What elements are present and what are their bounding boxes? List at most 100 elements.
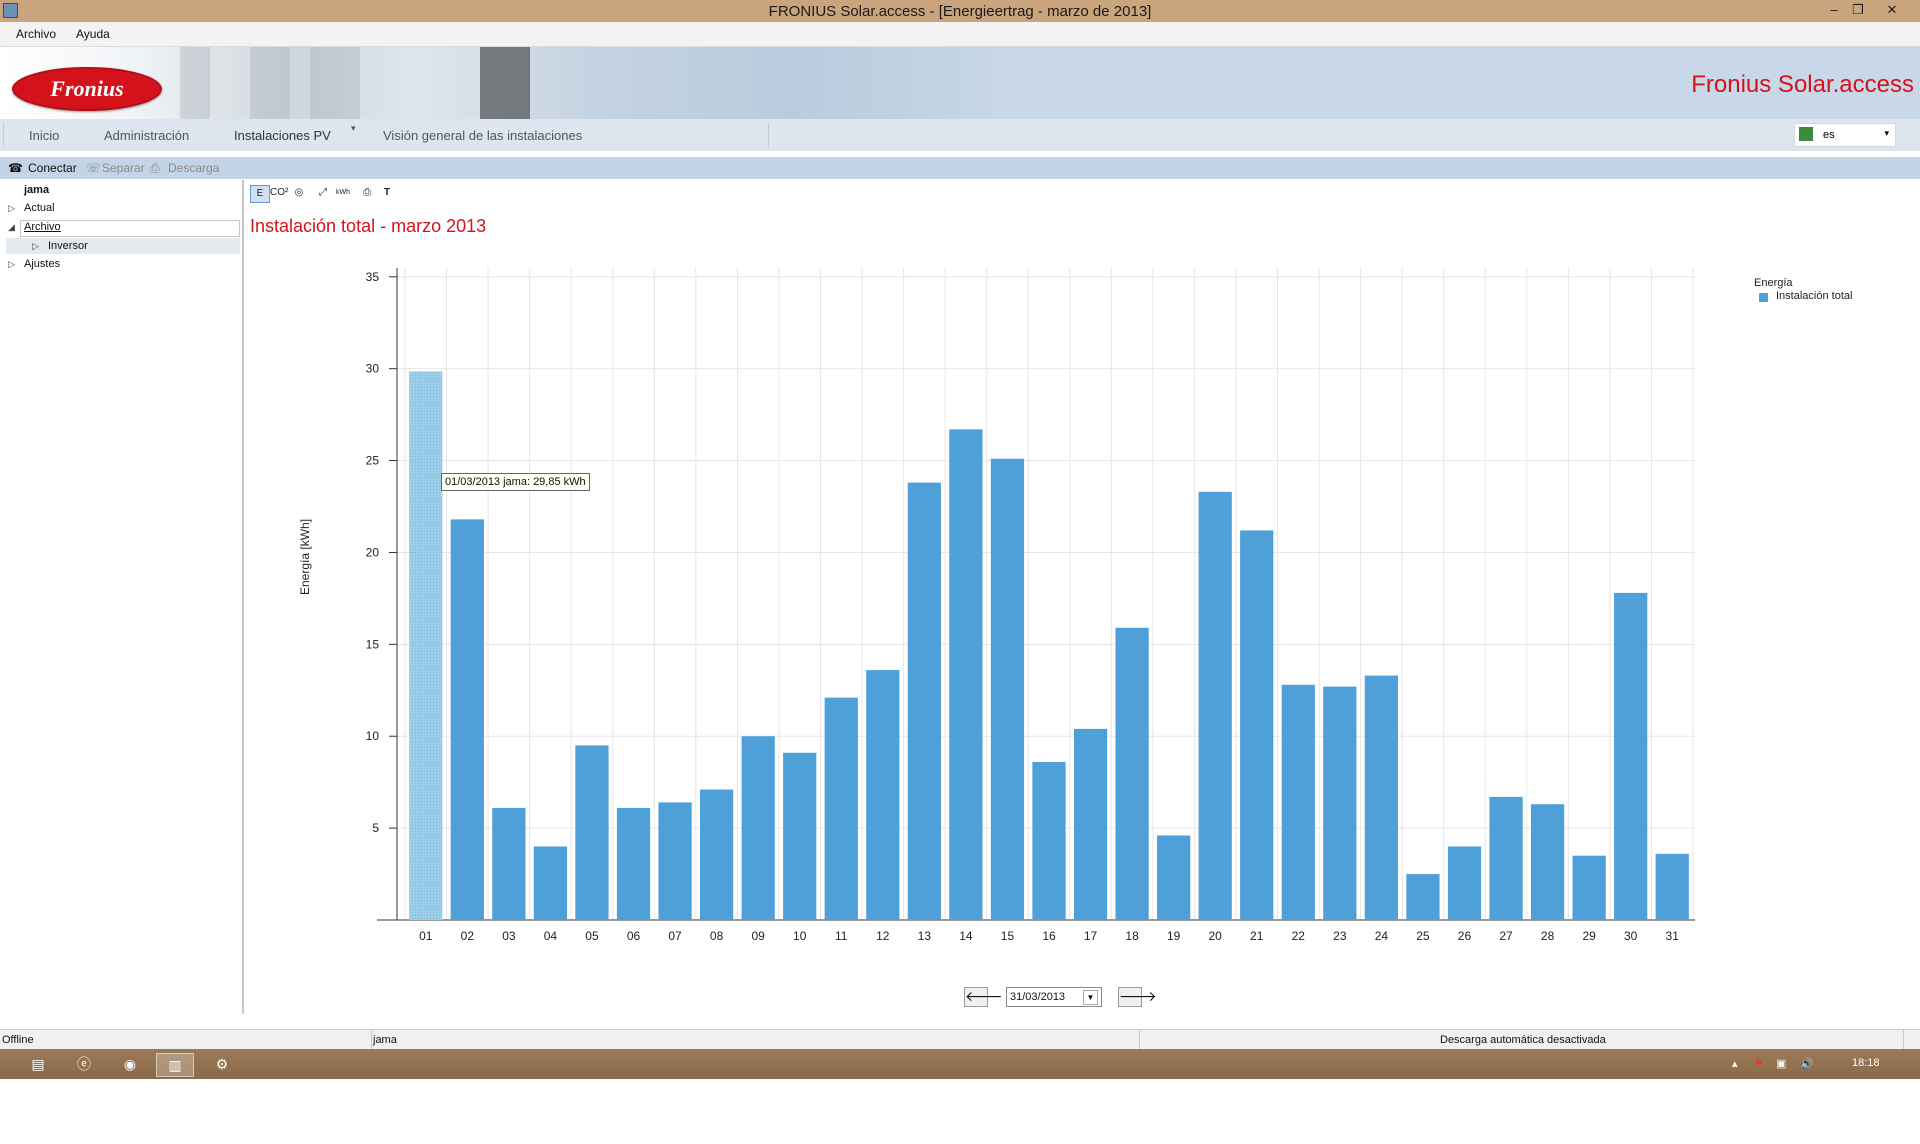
- bar: [1032, 761, 1066, 920]
- status-download: Descarga automática desactivada: [1440, 1034, 1606, 1046]
- expand-icon[interactable]: ▷: [8, 203, 15, 213]
- menu-bar: Archivo Ayuda: [0, 22, 1920, 47]
- separate-icon: ☏: [86, 161, 102, 175]
- legend-label: Instalación total: [1776, 290, 1853, 302]
- minimize-button[interactable]: –: [1830, 2, 1838, 17]
- internet-explorer-icon[interactable]: ⓔ: [77, 1056, 91, 1072]
- volume-icon[interactable]: 🔊: [1800, 1058, 1814, 1070]
- file-explorer-icon[interactable]: ▤: [31, 1056, 45, 1072]
- separate-button[interactable]: Separar: [102, 161, 145, 175]
- x-tick-label: 14: [959, 929, 973, 943]
- x-tick-label: 28: [1541, 929, 1555, 943]
- x-tick-label: 22: [1292, 929, 1306, 943]
- energy-bar-chart: 5 10 15 20 25 30 35 01 02 03 04 05 06 07 08 09 10 11 12 13 1…: [366, 268, 1695, 943]
- expand-icon[interactable]: ▷: [8, 259, 15, 269]
- show-hidden-icon[interactable]: ▴: [1732, 1058, 1738, 1070]
- bar: [824, 697, 858, 920]
- bar: [533, 846, 568, 920]
- print-icon[interactable]: ⎙: [363, 187, 371, 198]
- language-select[interactable]: es ▾: [1794, 123, 1896, 147]
- status-system: jama: [373, 1034, 397, 1046]
- download-icon: ⎙: [150, 161, 160, 175]
- bar: [1115, 627, 1149, 920]
- close-button[interactable]: ✕: [1886, 2, 1898, 17]
- chevron-down-icon[interactable]: ▾: [351, 123, 356, 133]
- x-tick-label: 29: [1582, 929, 1596, 943]
- tool-icon[interactable]: ⚙: [215, 1056, 229, 1072]
- x-tick-label: 08: [710, 929, 724, 943]
- menu-ayuda[interactable]: Ayuda: [76, 27, 110, 41]
- chart-panel: E CO² ◎ ⤢ kWh ⎙ T Instalación total - ma…: [244, 180, 1918, 1014]
- energy-view-button[interactable]: E: [250, 185, 270, 203]
- bar: [1323, 686, 1357, 920]
- bar: [1406, 874, 1440, 920]
- text-view-button[interactable]: T: [383, 187, 391, 198]
- tree-item-archivo[interactable]: Archivo: [24, 221, 61, 233]
- restore-button[interactable]: ❐: [1852, 2, 1864, 17]
- previous-arrow-icon[interactable]: 🡐: [964, 987, 1003, 1007]
- bar: [1073, 728, 1108, 920]
- window-title: FRONIUS Solar.access - [Energieertrag - …: [768, 3, 1152, 20]
- x-tick-label: 17: [1084, 929, 1098, 943]
- x-tick-label: 13: [918, 929, 932, 943]
- tab-administracion[interactable]: Administración: [104, 128, 190, 143]
- x-tick-label: 09: [751, 929, 765, 943]
- tab-inicio[interactable]: Inicio: [29, 128, 60, 143]
- x-tick-label: 27: [1499, 929, 1513, 943]
- x-tick-label: 18: [1125, 929, 1139, 943]
- banner-photo: [0, 47, 990, 119]
- x-tick-label: 16: [1042, 929, 1056, 943]
- status-bar: Offline jama Descarga automática desacti…: [0, 1029, 1920, 1050]
- tab-vision-general[interactable]: Visión general de las instalaciones: [383, 128, 583, 143]
- flag-icon[interactable]: ⚑: [1754, 1058, 1764, 1070]
- collapse-icon[interactable]: ◢: [8, 222, 15, 232]
- x-tick-label: 31: [1666, 929, 1680, 943]
- kwh-view-button[interactable]: kWh: [336, 189, 350, 196]
- bar-tooltip: 01/03/2013 jama: 29,85 kWh: [441, 473, 590, 491]
- tree-item-ajustes[interactable]: Ajustes: [24, 258, 61, 270]
- y-tick-label: 10: [366, 729, 380, 743]
- date-value: 31/03/2013: [1010, 991, 1066, 1003]
- solar-access-icon[interactable]: ▥: [156, 1053, 194, 1077]
- network-icon[interactable]: ▣: [1776, 1058, 1787, 1070]
- bar: [699, 789, 734, 920]
- download-button[interactable]: Descarga: [168, 161, 220, 175]
- tree-item-actual[interactable]: Actual: [24, 202, 55, 214]
- currency-view-button[interactable]: ◎: [294, 187, 304, 198]
- x-tick-label: 07: [668, 929, 682, 943]
- bar: [907, 482, 941, 920]
- bar: [1614, 592, 1648, 920]
- menu-archivo[interactable]: Archivo: [16, 27, 57, 41]
- chevron-down-icon[interactable]: ▼: [1083, 990, 1098, 1005]
- bar: [1198, 491, 1232, 920]
- status-connection: Offline: [2, 1034, 34, 1046]
- navigation-tree: jama ▷ Actual ◢ Archivo ▷ Inversor ▷ Aju…: [2, 180, 244, 1014]
- next-arrow-icon[interactable]: 🡒: [1118, 987, 1157, 1007]
- expand-icon[interactable]: ⤢: [319, 187, 327, 198]
- chevron-down-icon: ▾: [1884, 128, 1889, 138]
- tab-instalaciones-pv[interactable]: Instalaciones PV: [234, 128, 331, 143]
- x-tick-label: 11: [835, 929, 848, 943]
- tree-item-archivo-selection: [20, 220, 240, 237]
- bar: [575, 745, 609, 920]
- connect-button[interactable]: Conectar: [28, 161, 77, 175]
- y-tick-label: 5: [372, 821, 379, 835]
- expand-icon[interactable]: ▷: [32, 241, 39, 251]
- co2-view-button[interactable]: CO²: [270, 187, 289, 198]
- bar: [1447, 846, 1482, 920]
- y-tick-label: 20: [366, 545, 380, 559]
- tree-item-inversor[interactable]: Inversor: [48, 240, 88, 252]
- title-bar: FRONIUS Solar.access - [Energieertrag - …: [0, 0, 1920, 22]
- y-tick-label: 35: [366, 270, 380, 284]
- tree-root[interactable]: jama: [24, 184, 50, 196]
- chrome-icon[interactable]: ◉: [123, 1056, 137, 1072]
- bar: [990, 458, 1025, 920]
- tree-item-inversor-row: [6, 238, 240, 254]
- bar: [658, 802, 692, 920]
- date-picker[interactable]: 31/03/2013 ▼: [1006, 987, 1102, 1007]
- language-icon: [1799, 127, 1813, 141]
- x-tick-label: 05: [585, 929, 599, 943]
- bar: [1572, 855, 1606, 920]
- bar: [866, 670, 900, 920]
- x-tick-label: 23: [1333, 929, 1347, 943]
